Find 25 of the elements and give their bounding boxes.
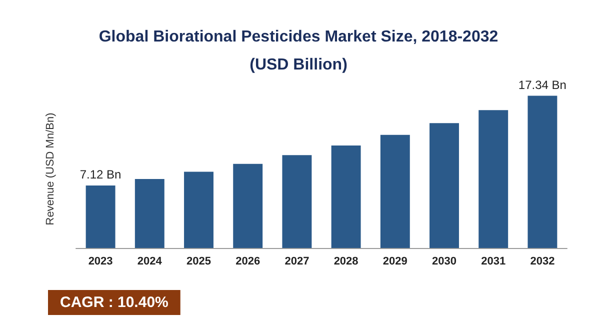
chart-title: Global Biorational Pesticides Market Size, 2018-2032 (USD Billion) (98, 28, 498, 74)
x-tick-label: 2027 (284, 256, 310, 268)
bar (233, 164, 263, 248)
y-axis-title: Revenue (USD Mn/Bn) (44, 112, 56, 226)
bar (86, 186, 116, 248)
data-label: 17.34 Bn (518, 78, 566, 92)
bar (528, 96, 558, 248)
x-tick-label: 2028 (334, 256, 358, 268)
text: CAGR : 10.40% (60, 294, 168, 311)
bar (134, 179, 164, 248)
bar (331, 145, 361, 248)
x-tick-label: 2030 (432, 256, 456, 268)
x-tick-label: 2025 (186, 256, 211, 268)
x-tick-label: 2032 (530, 256, 555, 268)
x-tick-label: 2029 (382, 256, 408, 268)
bar (430, 123, 459, 248)
x-tick-label: 2026 (236, 256, 260, 268)
data-label: 7.12 Bn (80, 168, 122, 182)
bar (380, 134, 410, 248)
x-tick-label: 2031 (481, 256, 506, 268)
bar (282, 155, 312, 248)
bar (184, 172, 214, 248)
x-tick-label: 2024 (137, 256, 163, 268)
x-tick-label: 2023 (88, 256, 113, 268)
bar (478, 110, 508, 248)
